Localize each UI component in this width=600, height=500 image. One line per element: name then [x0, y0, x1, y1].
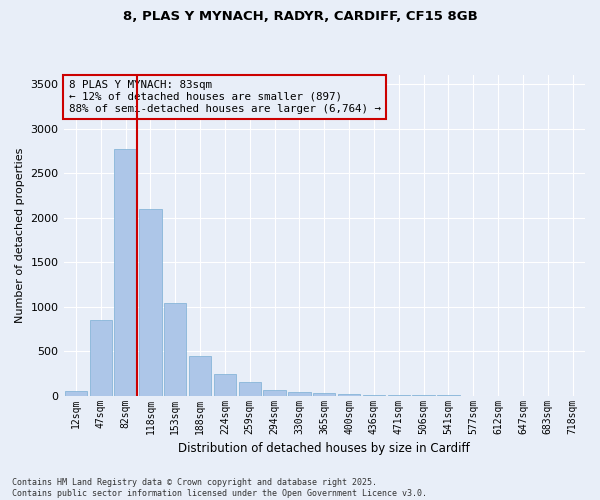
Bar	[65, 391, 87, 396]
Bar	[338, 394, 360, 396]
Bar	[239, 382, 261, 396]
Bar	[288, 392, 311, 396]
Bar	[89, 320, 112, 396]
Text: 8 PLAS Y MYNACH: 83sqm
← 12% of detached houses are smaller (897)
88% of semi-de: 8 PLAS Y MYNACH: 83sqm ← 12% of detached…	[69, 80, 381, 114]
X-axis label: Distribution of detached houses by size in Cardiff: Distribution of detached houses by size …	[178, 442, 470, 455]
Y-axis label: Number of detached properties: Number of detached properties	[15, 148, 25, 324]
Bar	[214, 374, 236, 396]
Bar	[263, 390, 286, 396]
Text: 8, PLAS Y MYNACH, RADYR, CARDIFF, CF15 8GB: 8, PLAS Y MYNACH, RADYR, CARDIFF, CF15 8…	[122, 10, 478, 23]
Bar	[164, 303, 187, 396]
Title: Size of property relative to detached houses in Cardiff: Size of property relative to detached ho…	[0, 499, 1, 500]
Bar	[189, 356, 211, 396]
Bar	[363, 395, 385, 396]
Text: Contains HM Land Registry data © Crown copyright and database right 2025.
Contai: Contains HM Land Registry data © Crown c…	[12, 478, 427, 498]
Bar	[115, 149, 137, 396]
Bar	[139, 209, 161, 396]
Bar	[313, 393, 335, 396]
